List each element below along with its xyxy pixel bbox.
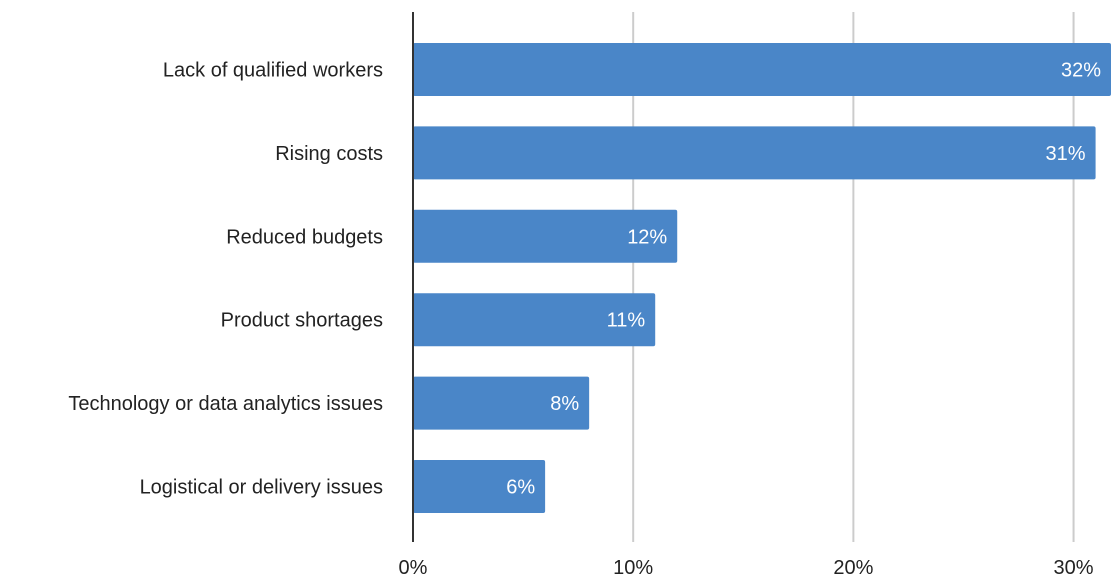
- gridlines: [632, 12, 1075, 542]
- bar: [413, 43, 1111, 96]
- bar: [413, 293, 656, 347]
- bars: [413, 43, 1111, 513]
- category-label: Rising costs: [275, 143, 383, 165]
- data-label: 8%: [550, 393, 579, 415]
- bar: [413, 126, 1096, 180]
- data-label: 12%: [627, 226, 667, 248]
- x-tick-labels: 0% 10% 20% 30%: [399, 557, 1094, 579]
- data-label: 31%: [1046, 143, 1086, 165]
- data-label: 11%: [607, 310, 646, 332]
- bar: [413, 460, 546, 513]
- x-tick-label: 0%: [399, 557, 428, 579]
- category-label: Reduced budgets: [226, 226, 383, 248]
- x-tick-label: 10%: [613, 557, 653, 579]
- category-labels: Lack of qualified workers Rising costs Red…: [68, 60, 383, 499]
- bar: [413, 376, 590, 430]
- category-label: Logistical or delivery issues: [140, 477, 383, 499]
- data-labels: 32% 31% 12% 11% 8% 6%: [506, 60, 1101, 499]
- data-label: 6%: [506, 477, 535, 499]
- category-label: Lack of qualified workers: [163, 60, 383, 82]
- bar: [413, 209, 678, 263]
- x-tick-label: 20%: [833, 557, 873, 579]
- category-label: Technology or data analytics issues: [68, 393, 383, 415]
- category-label: Product shortages: [221, 310, 383, 332]
- x-tick-label: 30%: [1054, 557, 1094, 579]
- data-label: 32%: [1061, 60, 1101, 82]
